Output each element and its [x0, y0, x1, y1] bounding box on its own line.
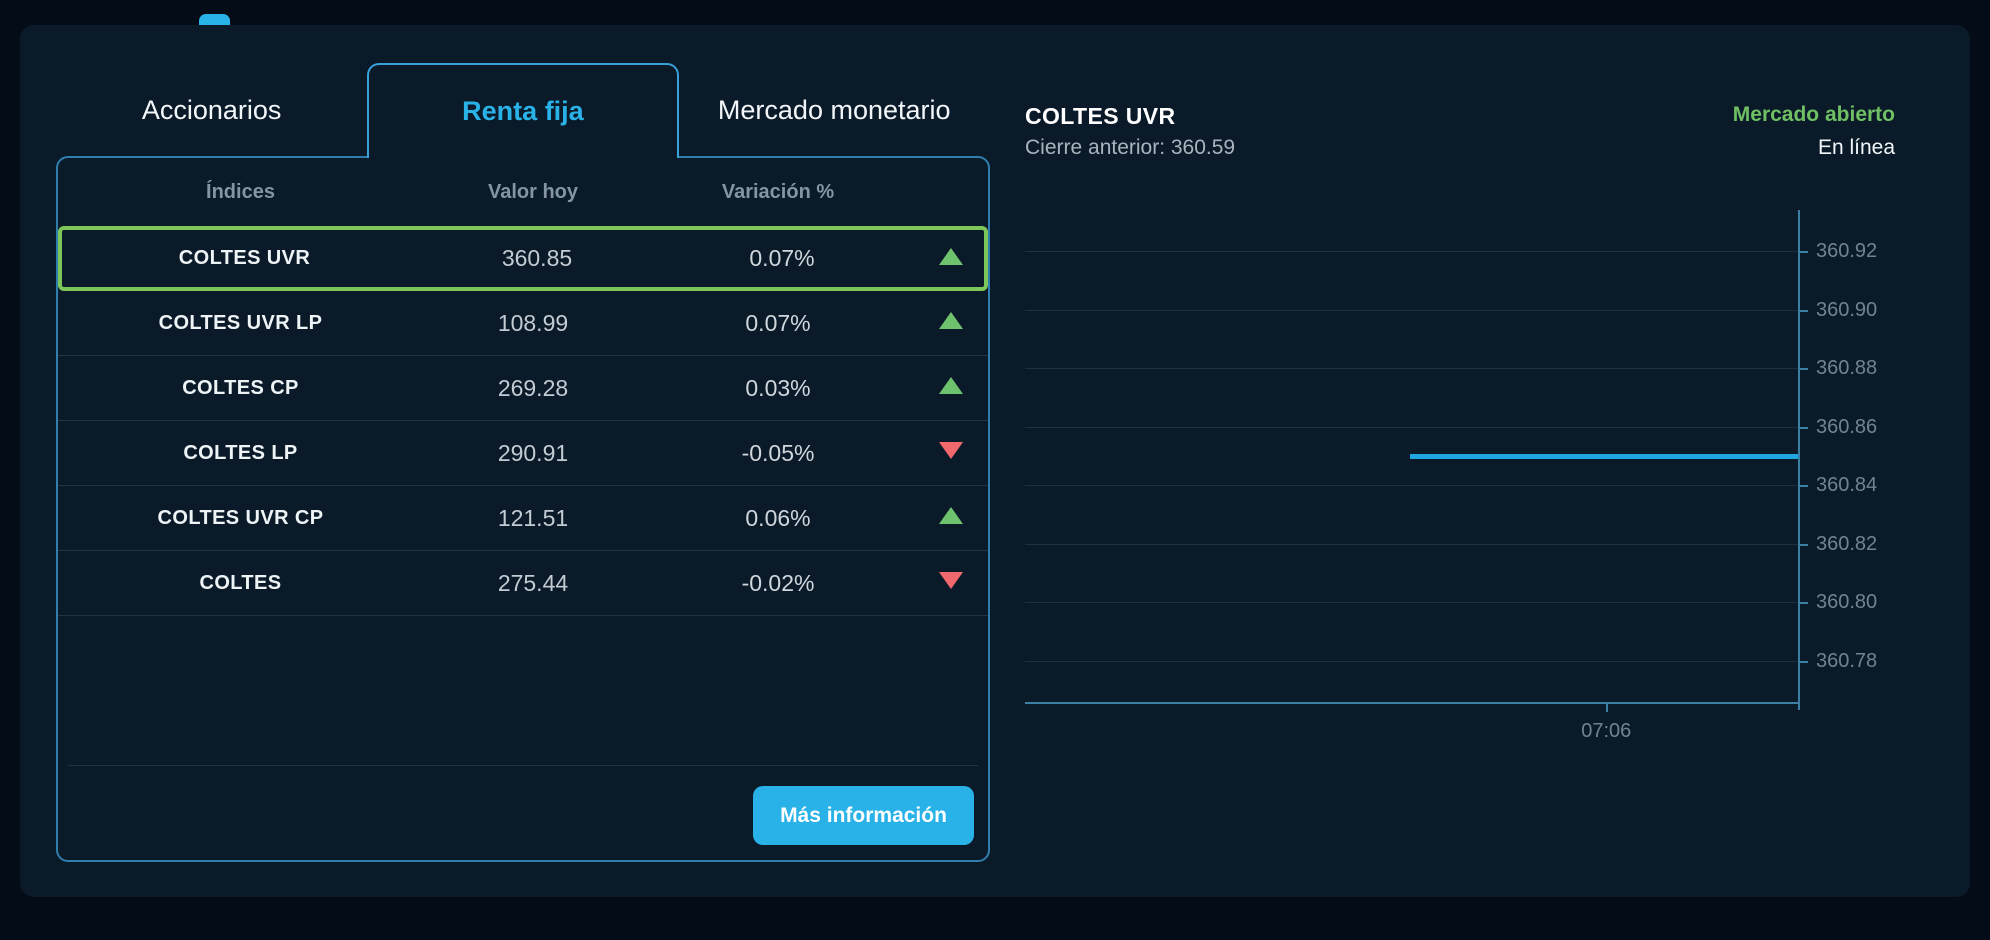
index-change-arrow-cell [913, 442, 988, 464]
index-value: 269.28 [497, 374, 569, 401]
gridline [1025, 368, 1798, 370]
y-axis-tick [1798, 426, 1808, 429]
column-header-variacion: Variación % [721, 180, 835, 203]
y-axis-label: 360.84 [1816, 474, 1878, 497]
y-axis-label: 360.90 [1816, 298, 1878, 321]
y-axis-label: 360.82 [1816, 532, 1878, 555]
table-row[interactable]: COLTES LP 290.91 -0.05% [58, 421, 988, 486]
y-axis-tick [1798, 485, 1808, 488]
tab-mercado-monetario[interactable]: Mercado monetario [717, 95, 951, 125]
y-axis-tick [1798, 602, 1808, 605]
table-row[interactable]: COLTES UVR 360.85 0.07% [58, 226, 988, 291]
index-change-percent: 0.06% [745, 504, 811, 531]
index-change-arrow-cell [917, 247, 984, 270]
index-change-arrow-cell [913, 377, 988, 399]
triangle-up-icon [938, 507, 963, 524]
y-axis-tick [1798, 368, 1808, 371]
index-name: COLTES UVR LP [158, 311, 323, 334]
price-chart: 360.92 360.90 360.88 360.86 360.84 360.82 360.… [1025, 210, 1905, 780]
table-header-row: Índices Valor hoy Variación % [58, 158, 988, 226]
triangle-up-icon [938, 247, 963, 265]
index-name: COLTES [199, 571, 282, 594]
gridline [1025, 309, 1798, 311]
index-value: 121.51 [497, 504, 569, 531]
index-value: 108.99 [497, 309, 569, 336]
indices-panel: Índices Valor hoy Variación % COLTES UVR… [56, 156, 990, 862]
table-row[interactable]: COLTES 275.44 -0.02% [58, 551, 988, 616]
connection-status-label: En línea [1817, 136, 1895, 159]
triangle-up-icon [938, 377, 963, 394]
index-name: COLTES LP [183, 441, 298, 464]
y-axis-label: 360.86 [1816, 415, 1878, 438]
more-info-button[interactable]: Más información [753, 786, 974, 845]
table-row[interactable]: COLTES CP 269.28 0.03% [58, 356, 988, 421]
triangle-down-icon [938, 442, 963, 459]
detail-header: COLTES UVR Cierre anterior: 360.59 Merca… [1025, 103, 1895, 193]
column-header-indices: Índices [206, 180, 275, 203]
index-change-percent: 0.07% [749, 245, 815, 271]
gridline [1025, 602, 1798, 604]
x-axis-tick [1606, 702, 1609, 712]
selected-index-title: COLTES UVR [1025, 103, 1176, 129]
index-name: COLTES CP [182, 376, 299, 399]
table-body: COLTES UVR 360.85 0.07% COLTES UVR LP 108.99… [58, 226, 988, 616]
column-header-valor-hoy: Valor hoy [487, 180, 579, 203]
index-name: COLTES UVR [178, 247, 311, 269]
table-row[interactable]: COLTES UVR CP 121.51 0.06% [58, 486, 988, 551]
price-line [1409, 453, 1798, 459]
footer-divider [68, 765, 978, 766]
index-change-percent: -0.02% [741, 569, 815, 596]
index-name: COLTES UVR CP [157, 506, 324, 529]
y-axis-tick [1798, 661, 1808, 663]
gridline [1025, 426, 1798, 428]
market-widget-card: Accionarios Renta fija Mercado monetario… [20, 25, 1970, 897]
y-axis-label: 360.88 [1816, 357, 1878, 380]
table-row[interactable]: COLTES UVR LP 108.99 0.07% [58, 291, 988, 356]
gridline [1025, 661, 1798, 662]
index-change-percent: -0.05% [741, 439, 815, 466]
index-change-arrow-cell [913, 312, 988, 334]
triangle-down-icon [938, 572, 963, 589]
y-axis-line [1798, 210, 1800, 710]
market-status-badge: Mercado abierto [1732, 103, 1895, 126]
previous-close-label: Cierre anterior: 360.59 [1025, 136, 1236, 159]
gridline [1025, 251, 1798, 252]
index-change-percent: 0.07% [745, 309, 811, 336]
index-value: 290.91 [497, 439, 569, 466]
tab-renta-fija[interactable]: Renta fija [367, 63, 679, 158]
x-axis-line [1025, 702, 1798, 704]
tab-accionarios[interactable]: Accionarios [141, 95, 282, 125]
y-axis-label: 360.80 [1816, 591, 1878, 614]
y-axis-tick [1798, 251, 1808, 253]
index-value: 275.44 [497, 569, 569, 596]
index-change-percent: 0.03% [745, 374, 811, 401]
index-value: 360.85 [501, 245, 573, 271]
y-axis-tick [1798, 309, 1808, 312]
triangle-up-icon [938, 312, 963, 329]
y-axis-label: 360.78 [1816, 650, 1878, 672]
y-axis-label: 360.92 [1816, 240, 1878, 262]
x-axis-label: 07:06 [1581, 720, 1632, 742]
gridline [1025, 485, 1798, 487]
gridline [1025, 543, 1798, 545]
y-axis-tick [1798, 543, 1808, 546]
index-change-arrow-cell [913, 572, 988, 594]
index-change-arrow-cell [913, 507, 988, 529]
tab-bar: Accionarios Renta fija Mercado monetario [56, 63, 990, 158]
